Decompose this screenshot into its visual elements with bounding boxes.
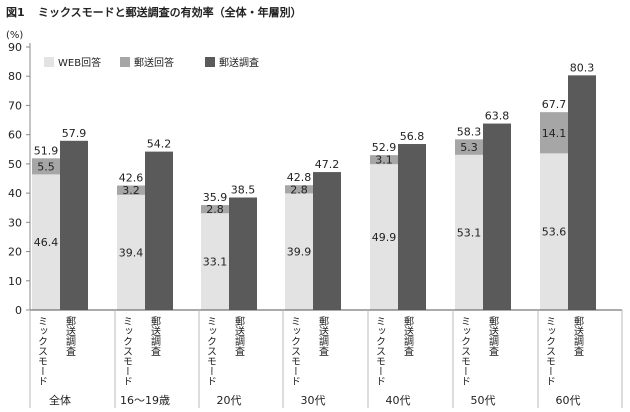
y-tick-label: 40 xyxy=(8,187,22,200)
y-tick-label: 80 xyxy=(8,70,22,83)
legend-label: WEB回答 xyxy=(58,56,101,69)
bar-label-mixed-mode: ミックスモード xyxy=(544,316,555,386)
bar-label-mixed-mode: ミックスモード xyxy=(36,316,47,386)
category-label: 全体 xyxy=(49,393,71,407)
data-label-web: 39.4 xyxy=(119,246,144,259)
bar-postal-survey xyxy=(398,144,426,310)
data-label-postal-response: 2.8 xyxy=(290,183,308,196)
bar-label-mixed-mode: ミックスモード xyxy=(205,316,216,386)
bar-postal-response xyxy=(32,158,60,175)
y-tick-label: 0 xyxy=(15,304,22,317)
data-label-postal-response: 3.2 xyxy=(122,184,140,197)
y-tick-label: 70 xyxy=(8,99,22,112)
data-label-web: 53.1 xyxy=(457,226,482,239)
bar-web-response xyxy=(455,154,483,310)
data-label-postal-survey: 56.8 xyxy=(400,130,425,143)
data-label-web: 33.1 xyxy=(203,256,228,269)
bar-label-postal-survey: 郵送調査 xyxy=(487,316,499,356)
bar-postal-response xyxy=(370,155,398,165)
y-tick-label: 30 xyxy=(8,216,22,229)
category-label: 50代 xyxy=(471,394,496,407)
bar-postal-survey xyxy=(313,172,341,310)
bar-label-mixed-mode: ミックスモード xyxy=(374,316,385,386)
category-label: 20代 xyxy=(217,394,242,407)
y-tick-label: 50 xyxy=(8,158,22,171)
bar-postal-survey xyxy=(568,75,596,311)
data-label-postal-response: 14.1 xyxy=(542,127,567,140)
bar-postal-response xyxy=(201,205,229,214)
bars: 46.45.551.957.939.43.242.654.233.12.835.… xyxy=(30,61,622,311)
legend-swatch xyxy=(120,57,130,67)
legend: WEB回答 郵送回答 郵送調査 xyxy=(44,56,259,69)
data-label-postal-survey: 63.8 xyxy=(485,110,510,123)
bar-postal-response xyxy=(285,185,313,194)
y-axis-label: (%) xyxy=(6,30,23,41)
y-tick-label: 20 xyxy=(8,246,22,259)
data-label-web: 53.6 xyxy=(542,226,567,239)
data-label-postal-response: 2.8 xyxy=(206,203,224,216)
data-label-postal-survey: 54.2 xyxy=(147,138,172,151)
y-tick-label: 90 xyxy=(8,41,22,54)
data-label-mixed-total: 67.7 xyxy=(542,98,567,111)
data-label-mixed-total: 51.9 xyxy=(34,144,59,157)
bar-web-response xyxy=(201,213,229,310)
bar-postal-survey xyxy=(145,151,173,310)
data-label-web: 39.9 xyxy=(287,246,312,259)
data-label-mixed-total: 35.9 xyxy=(203,191,228,204)
bar-label-postal-survey: 郵送調査 xyxy=(317,316,329,356)
bar-postal-response xyxy=(540,112,568,154)
bar-web-response xyxy=(370,164,398,310)
bar-label-mixed-mode: ミックスモード xyxy=(289,316,300,386)
data-label-postal-survey: 80.3 xyxy=(570,61,595,74)
figure-label: 図1 xyxy=(6,5,25,19)
bar-label-mixed-mode: ミックスモード xyxy=(459,316,470,386)
legend-swatch xyxy=(205,57,215,67)
legend-label: 郵送回答 xyxy=(134,56,174,69)
y-tick-label: 10 xyxy=(8,275,22,288)
bar-web-response xyxy=(117,194,145,310)
bar-label-postal-survey: 郵送調査 xyxy=(572,316,584,356)
data-label-web: 46.4 xyxy=(34,236,59,249)
legend-label: 郵送調査 xyxy=(219,56,259,69)
bar-label-postal-survey: 郵送調査 xyxy=(64,316,76,356)
bar-postal-response xyxy=(455,139,483,155)
legend-swatch xyxy=(44,57,54,67)
data-label-postal-response: 5.5 xyxy=(37,160,55,173)
bar-web-response xyxy=(540,153,568,310)
bar-web-response xyxy=(32,174,60,310)
y-axis: 0 10 20 30 40 50 60 70 80 90 xyxy=(8,41,31,317)
data-label-postal-survey: 38.5 xyxy=(231,183,256,196)
chart-title: ミックスモードと郵送調査の有効率（全体・年層別） xyxy=(38,5,302,19)
bar-label-postal-survey: 郵送調査 xyxy=(149,316,161,356)
data-label-mixed-total: 42.8 xyxy=(287,171,312,184)
category-label: 60代 xyxy=(556,394,581,407)
y-tick-label: 60 xyxy=(8,129,22,142)
bar-postal-response xyxy=(117,185,145,195)
bar-postal-survey xyxy=(60,140,88,310)
category-label: 40代 xyxy=(386,394,411,407)
bar-label-mixed-mode: ミックスモード xyxy=(121,316,132,386)
data-label-mixed-total: 42.6 xyxy=(119,172,144,185)
data-label-postal-response: 3.1 xyxy=(375,154,393,167)
data-label-mixed-total: 52.9 xyxy=(372,141,397,154)
data-label-mixed-total: 58.3 xyxy=(457,125,482,138)
data-label-postal-survey: 57.9 xyxy=(62,127,87,140)
data-label-postal-survey: 47.2 xyxy=(315,158,340,171)
bar-label-postal-survey: 郵送調査 xyxy=(402,316,414,356)
category-label: 30代 xyxy=(301,394,326,407)
data-label-web: 49.9 xyxy=(372,231,397,244)
category-label: 16～19歳 xyxy=(120,394,170,407)
data-label-postal-response: 5.3 xyxy=(460,141,478,154)
bar-postal-survey xyxy=(229,197,257,310)
bar-label-postal-survey: 郵送調査 xyxy=(233,316,245,356)
bar-postal-survey xyxy=(483,123,511,310)
bar-web-response xyxy=(285,193,313,310)
